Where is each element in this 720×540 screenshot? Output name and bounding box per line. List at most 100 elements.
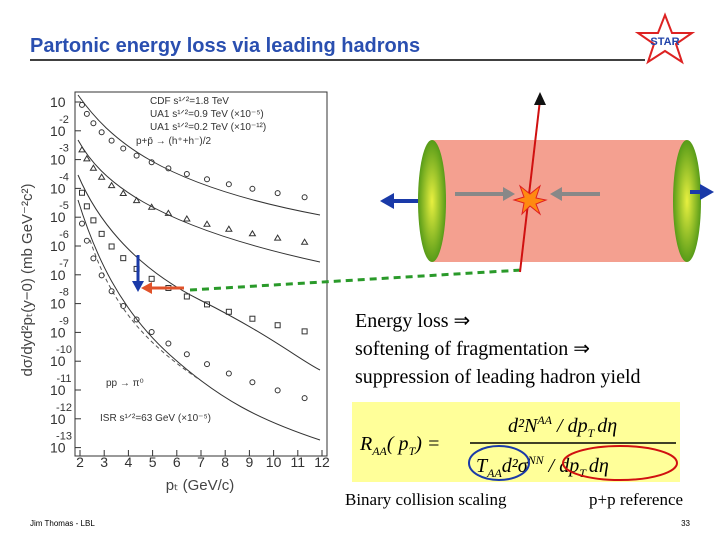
f: AA <box>486 466 502 480</box>
marker <box>108 288 115 295</box>
highlight <box>562 445 678 481</box>
title: Partonic energy loss via leading hadrons <box>30 35 420 57</box>
marker <box>204 176 210 183</box>
plot: dσ/dyd²pₜ(y−0) (mb GeV⁻²c²) pₜ (GeV/c) C… <box>19 91 330 494</box>
formula: RAA( pT) = d²NAA / dpT dη TAAd²σNN / dpT d… <box>359 413 678 481</box>
text-line: suppression of leading hadron yield <box>355 366 641 388</box>
y-tick-exp: -3 <box>59 143 69 155</box>
arrow-head <box>503 187 515 201</box>
legend-entry: UA1 s¹ᐟ²=0.2 TeV (×10⁻¹²) <box>150 122 266 133</box>
y-tick-exp: -11 <box>56 373 71 385</box>
marker <box>225 181 232 188</box>
marker <box>224 225 233 232</box>
arrow-head <box>700 184 714 200</box>
x-tick-label: 6 <box>173 454 181 470</box>
x-tick-label: 9 <box>246 454 254 470</box>
f: ( p <box>387 433 409 455</box>
nucleus <box>418 140 446 262</box>
dashed-link <box>189 268 523 292</box>
marker <box>165 165 172 172</box>
marker <box>89 164 98 171</box>
marker <box>133 152 140 159</box>
f: T <box>409 444 417 458</box>
y-label: dσ/dyd²pₜ(y−0) (mb GeV⁻²c²) <box>19 184 36 377</box>
y-tick-exp: -13 <box>56 431 72 443</box>
y-tick-exp: -10 <box>56 344 72 356</box>
f: NN <box>527 453 545 467</box>
marker <box>203 220 211 227</box>
marker <box>107 181 116 189</box>
svg-text:RAA( pT) =: RAA( pT) = <box>359 433 440 458</box>
marker <box>148 159 155 166</box>
f: d²σ <box>502 455 529 477</box>
y-tick-base: 10 <box>50 382 66 398</box>
marker <box>301 395 308 402</box>
marker <box>120 255 127 262</box>
y-tick-base: 10 <box>50 411 66 427</box>
page-number: 33 <box>681 519 690 528</box>
marker <box>119 189 128 196</box>
marker <box>249 185 256 192</box>
y-tick-exp: -5 <box>59 200 69 212</box>
marker <box>274 190 281 197</box>
f: dη <box>589 455 609 477</box>
y-tick-base: 10 <box>50 296 66 312</box>
marker <box>108 243 115 250</box>
marker <box>98 129 105 136</box>
f: / dp <box>552 415 588 437</box>
marker <box>90 120 97 127</box>
logo-text: STAR <box>650 36 679 48</box>
marker <box>82 154 91 162</box>
x-tick-label: 5 <box>149 454 157 470</box>
curve <box>77 94 321 216</box>
legend-entry: pp → π⁰ <box>106 378 144 389</box>
legend-entry: p+p̄ → (h⁺+h⁻)/2 <box>136 136 211 147</box>
curve <box>77 199 321 441</box>
marker <box>183 293 190 300</box>
f: AA <box>536 413 552 427</box>
y-tick-base: 10 <box>50 123 66 139</box>
marker <box>147 203 156 210</box>
f: dη <box>597 415 617 437</box>
marker <box>301 328 308 335</box>
marker <box>79 101 85 108</box>
marker <box>98 272 105 279</box>
x-tick-label: 11 <box>291 454 306 470</box>
y-tick-exp: -8 <box>59 287 69 299</box>
marker <box>133 316 140 323</box>
nucleus <box>673 140 701 262</box>
marker <box>98 230 105 237</box>
marker <box>183 351 190 358</box>
text-line: softening of fragmentation ⇒ <box>355 338 590 360</box>
marker <box>148 275 155 282</box>
f: T <box>579 466 587 480</box>
x-label: pₜ (GeV/c) <box>166 477 235 494</box>
marker <box>274 387 281 394</box>
marker <box>274 322 281 329</box>
marker <box>83 110 90 117</box>
marker <box>79 189 85 196</box>
marker <box>225 308 232 315</box>
curve <box>77 139 321 263</box>
y-tick-exp: -9 <box>59 315 69 327</box>
legend-entry: ISR s¹ᐟ²=63 GeV (×10⁻⁵) <box>100 413 211 424</box>
logo: STAR <box>634 12 696 65</box>
marker <box>273 234 282 241</box>
arrow-head <box>380 193 394 209</box>
y-tick-exp: -4 <box>59 171 69 183</box>
legend-entry: UA1 s¹ᐟ²=0.9 TeV (×10⁻⁵) <box>150 109 264 120</box>
caption: p+p reference <box>589 490 683 509</box>
arrow-head <box>132 281 144 292</box>
marker <box>108 137 115 144</box>
y-tick-base: 10 <box>50 152 66 168</box>
legend: CDF s¹ᐟ²=1.8 TeV UA1 s¹ᐟ²=0.9 TeV (×10⁻⁵… <box>100 96 266 424</box>
f: T <box>476 455 489 477</box>
arrow-head <box>534 92 546 105</box>
formula-box <box>352 402 680 482</box>
y-tick-base: 10 <box>50 209 66 225</box>
f: d²N <box>508 415 539 437</box>
y-tick-exp: -7 <box>59 258 69 270</box>
x-tick-label: 8 <box>221 454 229 470</box>
marker <box>78 145 86 153</box>
collision-burst <box>512 184 548 216</box>
